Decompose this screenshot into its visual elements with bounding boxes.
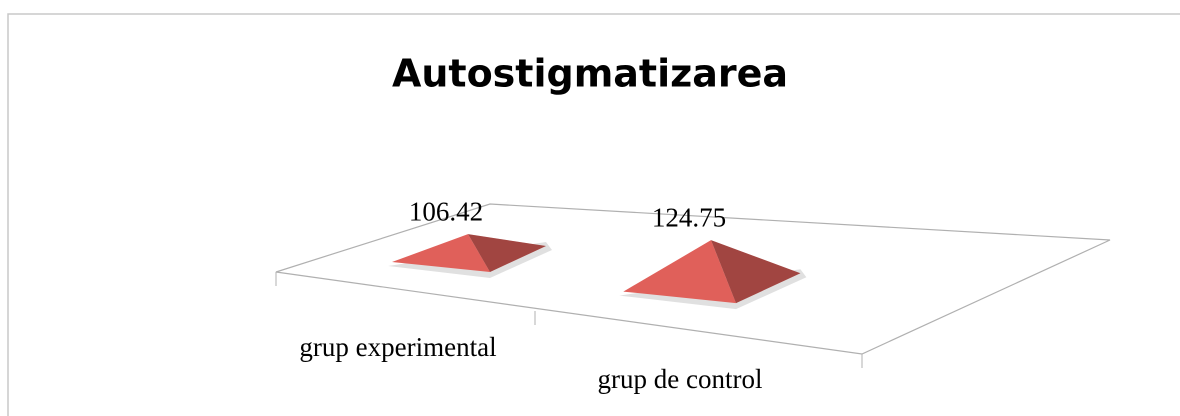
pyramid-side xyxy=(468,234,546,272)
pyramid-front xyxy=(623,240,736,304)
x-tick-label: grup de control xyxy=(598,364,763,394)
floor xyxy=(275,203,1111,355)
data-label: 106.42 xyxy=(409,196,483,226)
x-tick-label: grup experimental xyxy=(299,332,496,362)
pyramid-side-shade xyxy=(468,234,546,272)
pyramid-front xyxy=(392,234,490,272)
chart-title: Autostigmatizarea xyxy=(392,52,788,96)
pyramid-side-shade xyxy=(711,240,801,304)
chart-border xyxy=(7,13,1180,416)
pyramid-side xyxy=(711,240,801,304)
data-label: 124.75 xyxy=(652,202,726,232)
